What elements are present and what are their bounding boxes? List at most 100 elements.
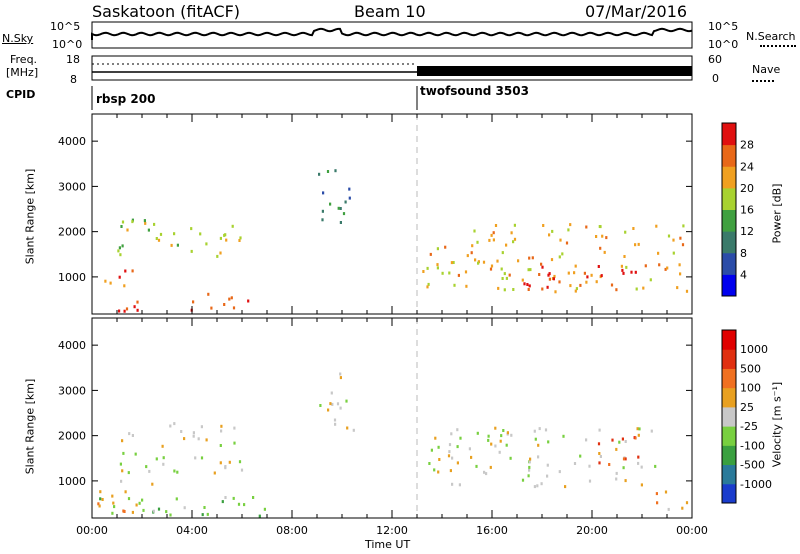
data-cell [122, 451, 125, 455]
cpid-mode-1: rbsp 200 [96, 92, 156, 106]
data-cell [457, 273, 460, 277]
data-cell [230, 296, 233, 300]
data-cell [426, 285, 429, 289]
y-tick-label: 2000 [58, 226, 86, 239]
data-cell [503, 272, 506, 276]
y-tick-label: 3000 [58, 384, 86, 397]
data-cell [197, 437, 200, 441]
data-cell [232, 496, 235, 500]
data-cell [330, 391, 333, 395]
data-cell [220, 424, 223, 428]
data-cell [567, 228, 570, 232]
data-cell [352, 428, 355, 432]
data-cell [233, 426, 236, 430]
colorbar-swatch [722, 349, 736, 369]
colorbar-tick-label: -25 [740, 420, 758, 433]
data-cell [118, 309, 121, 313]
colorbar-swatch [722, 252, 736, 275]
data-cell [685, 289, 689, 293]
data-cell [162, 462, 165, 466]
data-cell [634, 436, 637, 440]
data-cell [263, 507, 266, 511]
data-cell [334, 422, 337, 426]
data-cell [243, 503, 246, 507]
data-cell [650, 429, 653, 433]
data-cell [585, 225, 588, 229]
data-cell [517, 259, 520, 263]
data-cell [598, 461, 601, 465]
data-cell [503, 288, 506, 292]
data-cell [155, 237, 158, 240]
colorbar-swatch [722, 166, 736, 189]
data-cell [450, 432, 453, 436]
data-cell [131, 269, 134, 273]
data-cell [574, 264, 577, 268]
data-cell [610, 283, 614, 287]
data-cell [162, 456, 165, 460]
x-tick-label: 20:00 [576, 524, 608, 537]
data-cell [194, 456, 197, 460]
y-tick-label: 1000 [58, 475, 86, 488]
data-cell [635, 287, 638, 291]
data-cell [476, 240, 479, 244]
data-cell [550, 258, 554, 262]
data-cell [509, 456, 512, 460]
data-cell [637, 455, 640, 459]
data-cell [621, 268, 624, 272]
data-cell [433, 468, 436, 472]
data-cell [512, 288, 515, 291]
data-cell [499, 439, 502, 443]
data-cell [546, 285, 549, 289]
data-cell [210, 306, 213, 310]
data-cell [321, 209, 324, 213]
data-cell [575, 287, 578, 291]
data-cell [528, 460, 531, 464]
data-cell [238, 239, 241, 242]
data-cell [219, 461, 222, 465]
colorbar-swatch [722, 483, 736, 504]
data-cell [237, 502, 241, 506]
data-cell [482, 260, 486, 264]
colorbar-tick-label: 1000 [740, 343, 768, 356]
data-cell [428, 462, 431, 465]
data-cell [600, 274, 603, 278]
data-cell [451, 482, 454, 486]
data-cell [468, 447, 471, 451]
nave-tick-top: 60 [708, 53, 722, 66]
data-cell [664, 490, 668, 494]
data-cell [492, 231, 495, 235]
data-cell [490, 233, 493, 237]
data-cell [436, 247, 439, 251]
data-cell [623, 255, 626, 258]
colorbar-tick-label: 16 [740, 204, 754, 217]
data-cell [173, 469, 176, 473]
data-cell [228, 460, 231, 464]
data-cell [528, 465, 531, 469]
nave-dots [752, 80, 774, 82]
data-cell [523, 282, 526, 286]
data-cell [501, 277, 504, 280]
x-tick-label: 00:00 [76, 524, 108, 537]
data-cell [119, 253, 122, 257]
data-cell [124, 269, 127, 273]
data-cell [541, 287, 544, 291]
data-cell [176, 243, 179, 247]
data-cell [565, 241, 569, 245]
data-cell [148, 469, 151, 473]
data-cell [573, 462, 577, 465]
data-cell [597, 442, 601, 446]
data-cell [672, 251, 675, 255]
data-cell [655, 224, 658, 228]
data-cell [569, 284, 572, 288]
x-tick-label: 08:00 [276, 524, 308, 537]
data-cell [500, 434, 503, 438]
data-cell [624, 479, 627, 483]
data-cell [611, 438, 614, 442]
data-cell [224, 465, 227, 468]
data-cell [121, 469, 124, 473]
data-cell [429, 252, 432, 256]
data-cell [476, 431, 479, 435]
data-cell [678, 263, 681, 267]
data-cell [131, 510, 134, 514]
